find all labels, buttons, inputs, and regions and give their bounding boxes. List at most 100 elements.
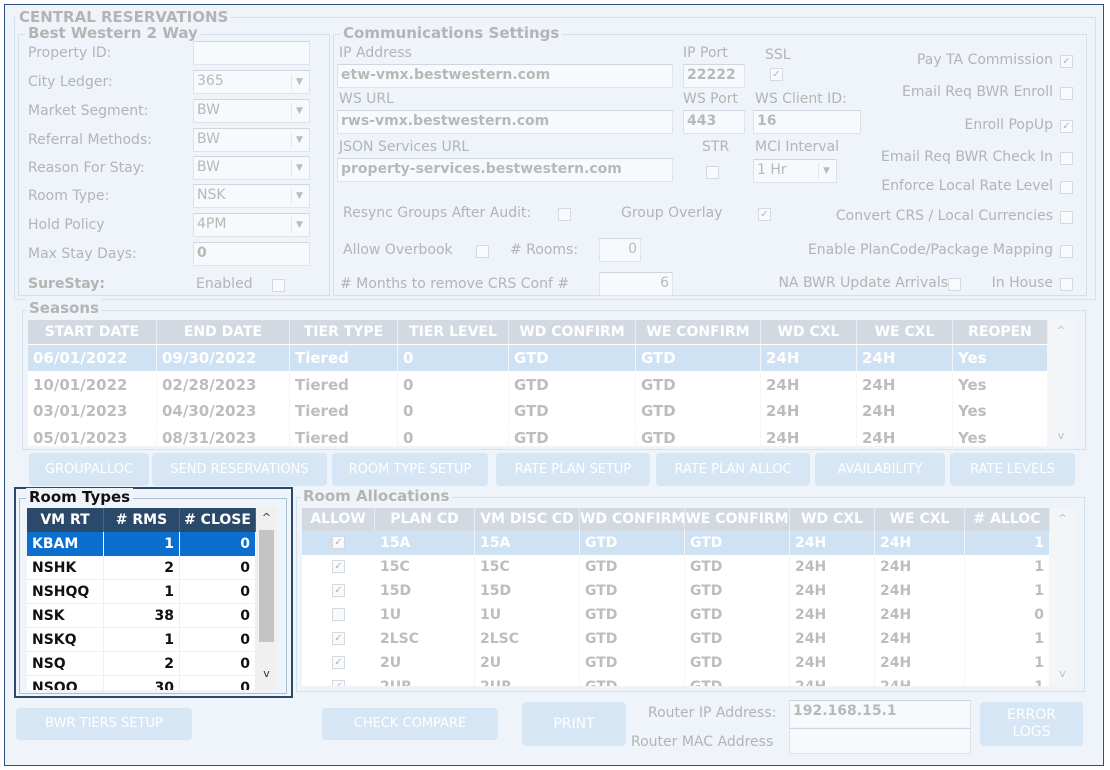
chevron-up-icon[interactable]: ^ xyxy=(1057,512,1068,525)
room-types-column-header[interactable]: # RMS xyxy=(104,508,180,532)
room-types-row[interactable]: NSHQQ 1 0 xyxy=(27,580,256,604)
group-overlay-checkbox[interactable]: ✓ xyxy=(758,208,771,221)
allow-checkbox[interactable]: ✓ xyxy=(332,584,345,597)
action-button[interactable]: RATE LEVELS xyxy=(950,453,1075,486)
overbook-checkbox[interactable] xyxy=(476,245,489,258)
room-types-column-header[interactable]: VM RT xyxy=(27,508,104,532)
room-allocations-column-header[interactable]: VM DISC CD xyxy=(475,508,580,531)
room-allocations-row[interactable]: ✓2UR2URGTDGTD24H24H1 xyxy=(302,675,1050,686)
room-types-row[interactable]: NSQQ 30 0 xyxy=(27,676,256,690)
room-allocations-row[interactable]: ✓ 2U 2U GTD GTD 24H 24H 1 xyxy=(302,651,1050,675)
field-select[interactable]: 4PM ▼ xyxy=(193,213,310,237)
room-allocations-column-header[interactable]: ALLOW xyxy=(302,508,375,531)
seasons-row[interactable]: 05/01/2023 08/31/2023 Tiered 0 GTD GTD 24H 24H Y… xyxy=(28,424,1048,451)
ws-client-input[interactable]: 16 xyxy=(753,110,861,134)
option-checkbox[interactable] xyxy=(1060,245,1073,258)
seasons-column-header[interactable]: END DATE xyxy=(157,320,290,344)
allow-checkbox[interactable]: ✓ xyxy=(332,536,345,549)
seasons-column-header[interactable]: TIER TYPE xyxy=(290,320,398,344)
chevron-up-icon[interactable]: ^ xyxy=(261,511,272,524)
router-mac-input[interactable] xyxy=(789,728,971,754)
scrollbar-thumb[interactable] xyxy=(259,530,274,642)
ip-port-input[interactable]: 22222 xyxy=(683,64,745,88)
option-checkbox[interactable] xyxy=(1060,152,1073,165)
router-ip-input[interactable]: 192.168.15.1 xyxy=(789,700,971,727)
room-allocations-column-header[interactable]: PLAN CD xyxy=(375,508,475,531)
seasons-column-header[interactable]: WD CXL xyxy=(761,320,857,344)
months-input[interactable]: 6 xyxy=(599,272,673,296)
action-button[interactable]: ROOM TYPE SETUP xyxy=(332,453,488,486)
room-types-row[interactable]: NSQ 2 0 xyxy=(27,652,256,676)
ws-port-input[interactable]: 443 xyxy=(683,110,745,134)
action-button[interactable]: RATE PLAN SETUP xyxy=(496,453,650,486)
seasons-column-header[interactable]: WD CONFIRM xyxy=(509,320,636,344)
room-allocations-column-header[interactable]: # ALLOC xyxy=(965,508,1050,531)
seasons-column-header[interactable]: WE CONFIRM xyxy=(636,320,761,344)
action-button[interactable]: SEND RESERVATIONS xyxy=(152,453,327,486)
allow-checkbox[interactable]: ✓ xyxy=(332,632,345,645)
option-checkbox[interactable] xyxy=(1060,211,1073,224)
room-allocations-column-header[interactable]: WE CXL xyxy=(875,508,965,531)
option-checkbox[interactable] xyxy=(948,278,961,291)
field-select[interactable]: BW ▼ xyxy=(193,99,310,123)
room-types-row[interactable]: NSKQ 1 0 xyxy=(27,628,256,652)
allow-checkbox[interactable]: ✓ xyxy=(332,560,345,573)
seasons-column-header[interactable]: WE CXL xyxy=(857,320,953,344)
room-types-row[interactable]: NSHK 2 0 xyxy=(27,556,256,580)
chevron-up-icon[interactable]: ^ xyxy=(1056,324,1066,337)
allow-checkbox[interactable]: ✓ xyxy=(332,656,345,669)
print-button[interactable]: PRINT xyxy=(522,702,626,746)
error-logs-button[interactable]: ERROR LOGS xyxy=(980,702,1083,746)
field-input[interactable]: 0 xyxy=(193,242,310,266)
room-types-column-header[interactable]: # CLOSE xyxy=(180,508,256,532)
room-allocations-row[interactable]: 1U 1U GTD GTD 24H 24H 0 xyxy=(302,603,1050,627)
check-compare-button[interactable]: CHECK COMPARE xyxy=(322,708,498,740)
seasons-column-header[interactable]: TIER LEVEL xyxy=(398,320,509,344)
chevron-down-icon[interactable]: v xyxy=(1057,429,1065,442)
option-checkbox[interactable] xyxy=(1060,181,1073,194)
str-checkbox[interactable] xyxy=(706,166,719,179)
option-checkbox[interactable] xyxy=(1060,278,1073,291)
mci-interval-select[interactable]: 1 Hr ▼ xyxy=(753,159,837,183)
action-button[interactable]: GROUPALLOC xyxy=(29,453,149,486)
action-button[interactable]: AVAILABILITY xyxy=(815,453,945,486)
json-url-input[interactable]: property-services.bestwestern.com xyxy=(337,158,673,182)
option-checkbox[interactable]: ✓ xyxy=(1060,120,1073,133)
option-checkbox[interactable] xyxy=(1060,87,1073,100)
allow-checkbox[interactable] xyxy=(332,608,345,621)
seasons-scrollbar[interactable]: ^ v xyxy=(1048,320,1074,446)
action-button[interactable]: RATE PLAN ALLOC xyxy=(656,453,810,486)
rooms-input[interactable]: 0 xyxy=(599,238,641,262)
field-select[interactable]: BW ▼ xyxy=(193,128,310,152)
resync-checkbox[interactable] xyxy=(558,208,571,221)
room-types-row[interactable]: KBAM 1 0 xyxy=(27,532,256,556)
field-select[interactable]: 365 ▼ xyxy=(193,70,310,94)
room-allocations-column-header[interactable]: WD CONFIRM xyxy=(580,508,685,531)
room-allocations-row[interactable]: ✓ 15C 15C GTD GTD 24H 24H 1 xyxy=(302,555,1050,579)
room-allocations-row[interactable]: ✓ 15A 15A GTD GTD 24H 24H 1 xyxy=(302,531,1050,555)
seasons-column-header[interactable]: START DATE xyxy=(28,320,157,344)
room-types-scrollbar[interactable]: ^ v xyxy=(256,508,277,690)
bwr-tiers-setup-button[interactable]: BWR TIERS SETUP xyxy=(16,708,192,740)
allow-checkbox[interactable]: ✓ xyxy=(332,680,345,686)
field-input[interactable] xyxy=(193,41,310,65)
room-allocations-row[interactable]: ✓ 2LSC 2LSC GTD GTD 24H 24H 1 xyxy=(302,627,1050,651)
ssl-checkbox[interactable]: ✓ xyxy=(770,68,783,81)
seasons-row[interactable]: 10/01/2022 02/28/2023 Tiered 0 GTD GTD 24H 24H Y… xyxy=(28,371,1048,398)
chevron-down-icon[interactable]: v xyxy=(1059,667,1066,680)
option-checkbox[interactable]: ✓ xyxy=(1060,55,1073,68)
surestay-enabled-checkbox[interactable] xyxy=(272,279,285,292)
room-allocations-column-header[interactable]: WE CONFIRM xyxy=(685,508,790,531)
seasons-row[interactable]: 06/01/2022 09/30/2022 Tiered 0 GTD GTD 24H 24H Y… xyxy=(28,345,1048,371)
ip-address-input[interactable]: etw-vmx.bestwestern.com xyxy=(337,64,673,88)
room-allocations-row[interactable]: ✓ 15D 15D GTD GTD 24H 24H 1 xyxy=(302,579,1050,603)
field-select[interactable]: NSK ▼ xyxy=(193,184,310,208)
seasons-column-header[interactable]: REOPEN xyxy=(953,320,1048,344)
room-allocations-column-header[interactable]: WD CXL xyxy=(790,508,875,531)
seasons-row[interactable]: 03/01/2023 04/30/2023 Tiered 0 GTD GTD 24H 24H Y… xyxy=(28,398,1048,424)
room-types-row[interactable]: NSK 38 0 xyxy=(27,604,256,628)
room-allocations-scrollbar[interactable]: ^ v xyxy=(1050,508,1075,686)
ws-url-input[interactable]: rws-vmx.bestwestern.com xyxy=(337,110,673,134)
chevron-down-icon[interactable]: v xyxy=(263,667,270,680)
field-select[interactable]: BW ▼ xyxy=(193,156,310,180)
